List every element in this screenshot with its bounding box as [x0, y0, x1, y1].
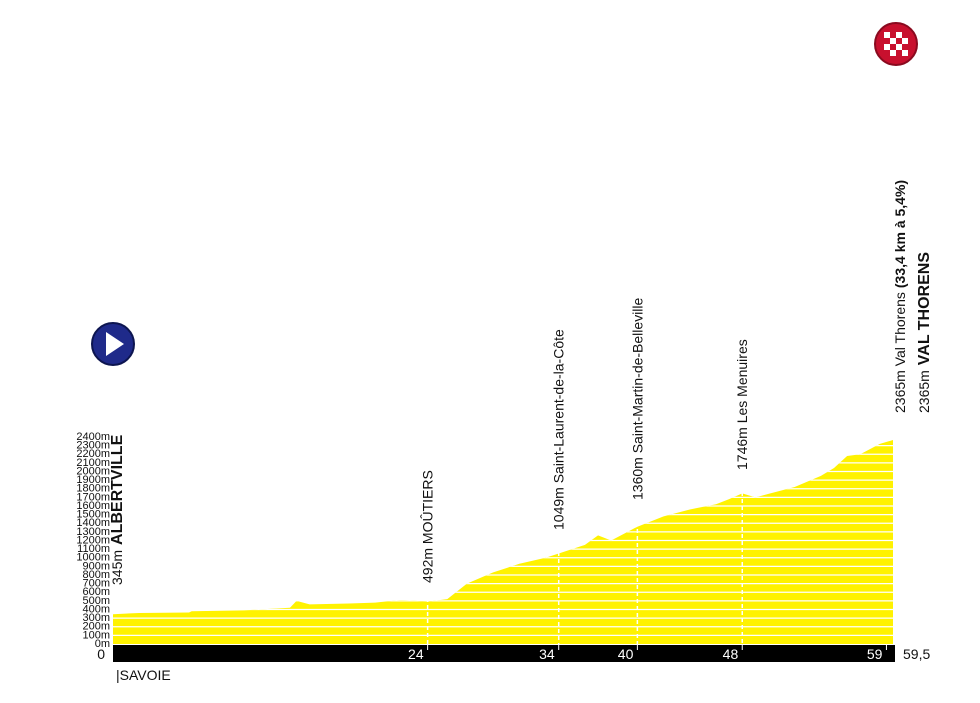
y-tick-label: 1000m: [76, 552, 110, 564]
finish-elevation: 2365m: [916, 370, 932, 413]
waypoint-label: 1746m Les Menuires: [734, 339, 750, 470]
y-tick-label: 700m: [82, 578, 110, 590]
start-elevation: 345m: [109, 550, 125, 585]
y-tick-label: 0m: [95, 638, 110, 650]
waypoint-label: 1049m Saint-Laurent-de-la-Côte: [551, 329, 567, 530]
y-tick-label: 2300m: [76, 440, 110, 452]
y-tick-label: 1100m: [77, 543, 110, 555]
profile-area: [113, 440, 893, 644]
y-tick-label: 1200m: [76, 534, 110, 546]
start-icon: [91, 322, 135, 366]
y-tick-label: 1600m: [76, 500, 110, 512]
x-tick-label: 34: [539, 646, 555, 662]
y-tick-label: 300m: [82, 612, 110, 624]
y-tick-label: 2400m: [76, 431, 110, 443]
region-label: |SAVOIE: [116, 667, 171, 683]
start-label: 345m ALBERTVILLE: [109, 434, 126, 585]
finish-climb-label: 2365m Val Thorens (33,4 km à 5,4%): [892, 180, 908, 413]
x-tick-label: 59: [867, 646, 883, 662]
y-tick-label: 800m: [82, 569, 110, 581]
y-tick-label: 900m: [82, 560, 110, 572]
y-tick-label: 400m: [82, 603, 110, 615]
x-tick-label: 59,5: [903, 646, 930, 662]
y-tick-label: 600m: [82, 586, 110, 598]
finish-icon: [874, 22, 918, 66]
waypoint-label: 492m MOÛTIERS: [420, 470, 436, 583]
x-tick-label: 40: [618, 646, 634, 662]
finish-climb-detail: (33,4 km à 5,4%): [892, 180, 908, 288]
finish-climb-text: 2365m Val Thorens: [892, 292, 908, 413]
waypoint-label: 1360m Saint-Martin-de-Belleville: [629, 297, 645, 500]
x-tick-label: 0: [97, 646, 105, 662]
y-tick-label: 200m: [82, 621, 110, 633]
start-name: ALBERTVILLE: [109, 434, 126, 545]
y-tick-label: 2000m: [76, 465, 110, 477]
y-tick-label: 2200m: [76, 448, 110, 460]
y-tick-label: 1400m: [76, 517, 110, 529]
y-tick-label: 1900m: [76, 474, 110, 486]
y-tick-label: 500m: [82, 595, 110, 607]
y-tick-label: 1500m: [76, 509, 110, 521]
x-tick-label: 48: [723, 646, 739, 662]
finish-name: VAL THORENS: [916, 252, 933, 366]
y-tick-label: 1300m: [76, 526, 110, 538]
finish-label: 2365m VAL THORENS: [916, 252, 933, 413]
km-bar: [113, 645, 895, 662]
y-tick-label: 1700m: [76, 491, 110, 503]
y-tick-label: 1800m: [76, 483, 110, 495]
y-tick-label: 100m: [82, 629, 110, 641]
x-tick-label: 24: [408, 646, 424, 662]
y-tick-label: 2100m: [76, 457, 110, 469]
